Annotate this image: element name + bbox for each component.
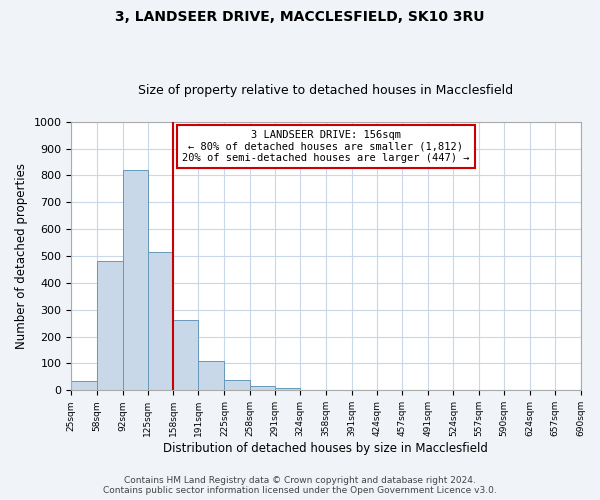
X-axis label: Distribution of detached houses by size in Macclesfield: Distribution of detached houses by size … [163,442,488,455]
Bar [199,361,224,390]
Bar [224,380,250,390]
Bar [275,388,300,390]
Text: 3 LANDSEER DRIVE: 156sqm
← 80% of detached houses are smaller (1,812)
20% of sem: 3 LANDSEER DRIVE: 156sqm ← 80% of detach… [182,130,470,163]
Text: 3, LANDSEER DRIVE, MACCLESFIELD, SK10 3RU: 3, LANDSEER DRIVE, MACCLESFIELD, SK10 3R… [115,10,485,24]
Title: Size of property relative to detached houses in Macclesfield: Size of property relative to detached ho… [139,84,514,97]
Y-axis label: Number of detached properties: Number of detached properties [15,163,28,349]
Text: Contains HM Land Registry data © Crown copyright and database right 2024.
Contai: Contains HM Land Registry data © Crown c… [103,476,497,495]
Bar [122,170,148,390]
Bar [71,382,97,390]
Bar [97,262,122,390]
Bar [148,252,173,390]
Bar [173,320,199,390]
Bar [250,386,275,390]
